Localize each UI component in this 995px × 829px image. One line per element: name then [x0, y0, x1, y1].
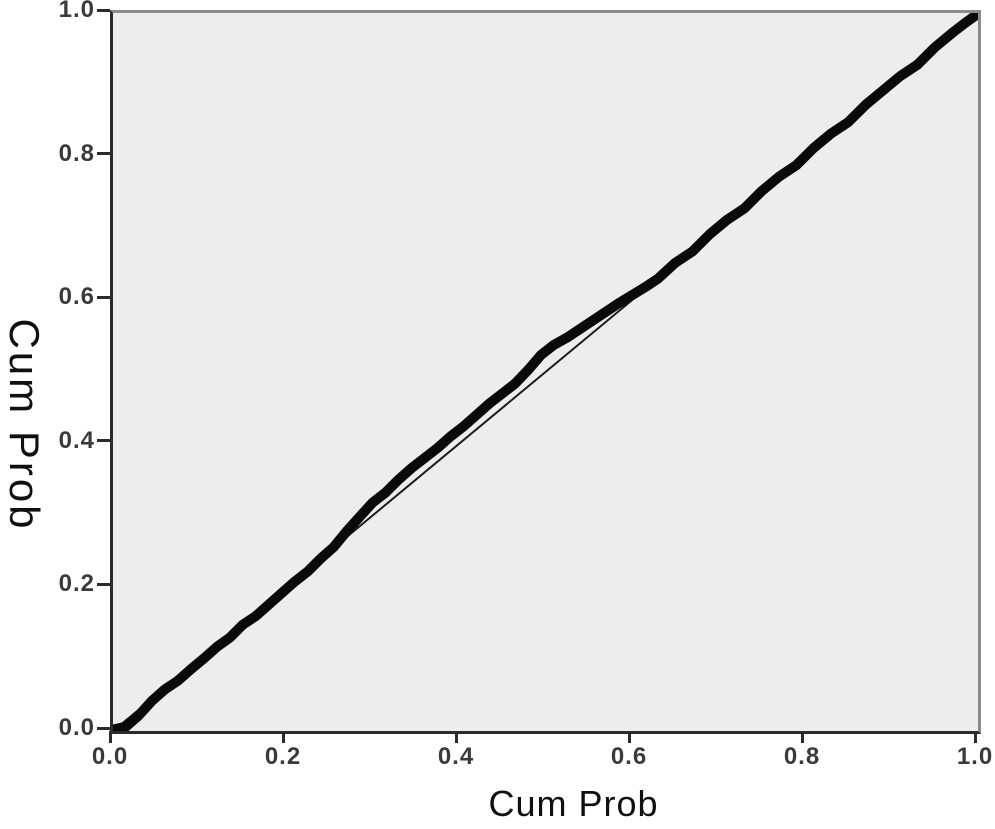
y-tick-label: 0.0: [58, 714, 95, 741]
x-tick-label: 0.6: [610, 743, 648, 770]
x-tick-label: 0.0: [91, 743, 129, 770]
y-tick-label: 1.0: [58, 0, 95, 23]
y-tick-mark: [97, 726, 110, 730]
x-axis-title: Cum Prob: [488, 783, 659, 824]
y-tick-label: 0.6: [58, 283, 95, 311]
x-tick-mark: [281, 731, 285, 743]
y-tick-label: 0.8: [58, 139, 95, 167]
y-tick-label: 0.2: [58, 570, 95, 598]
x-tick-mark: [627, 731, 631, 743]
plot-lines-canvas: [113, 13, 978, 731]
x-tick-mark: [973, 731, 977, 743]
x-tick-mark: [108, 731, 112, 743]
plot-area: [110, 10, 981, 734]
x-tick-mark: [454, 731, 458, 743]
y-tick-mark: [97, 152, 110, 156]
y-tick-label: 0.4: [58, 426, 95, 454]
x-tick-label: 0.2: [264, 743, 302, 770]
x-tick-label: 0.4: [437, 743, 475, 770]
x-tick-mark: [800, 731, 804, 743]
y-tick-mark: [97, 582, 110, 586]
x-tick-label: 1.0: [956, 743, 994, 770]
y-tick-mark: [97, 8, 110, 12]
x-tick-label: 0.8: [783, 743, 821, 770]
observed-cumulative-probability-line: [113, 13, 978, 731]
y-tick-mark: [97, 295, 110, 299]
y-axis-title: Cum Prob: [1, 318, 48, 532]
y-tick-mark: [97, 439, 110, 443]
